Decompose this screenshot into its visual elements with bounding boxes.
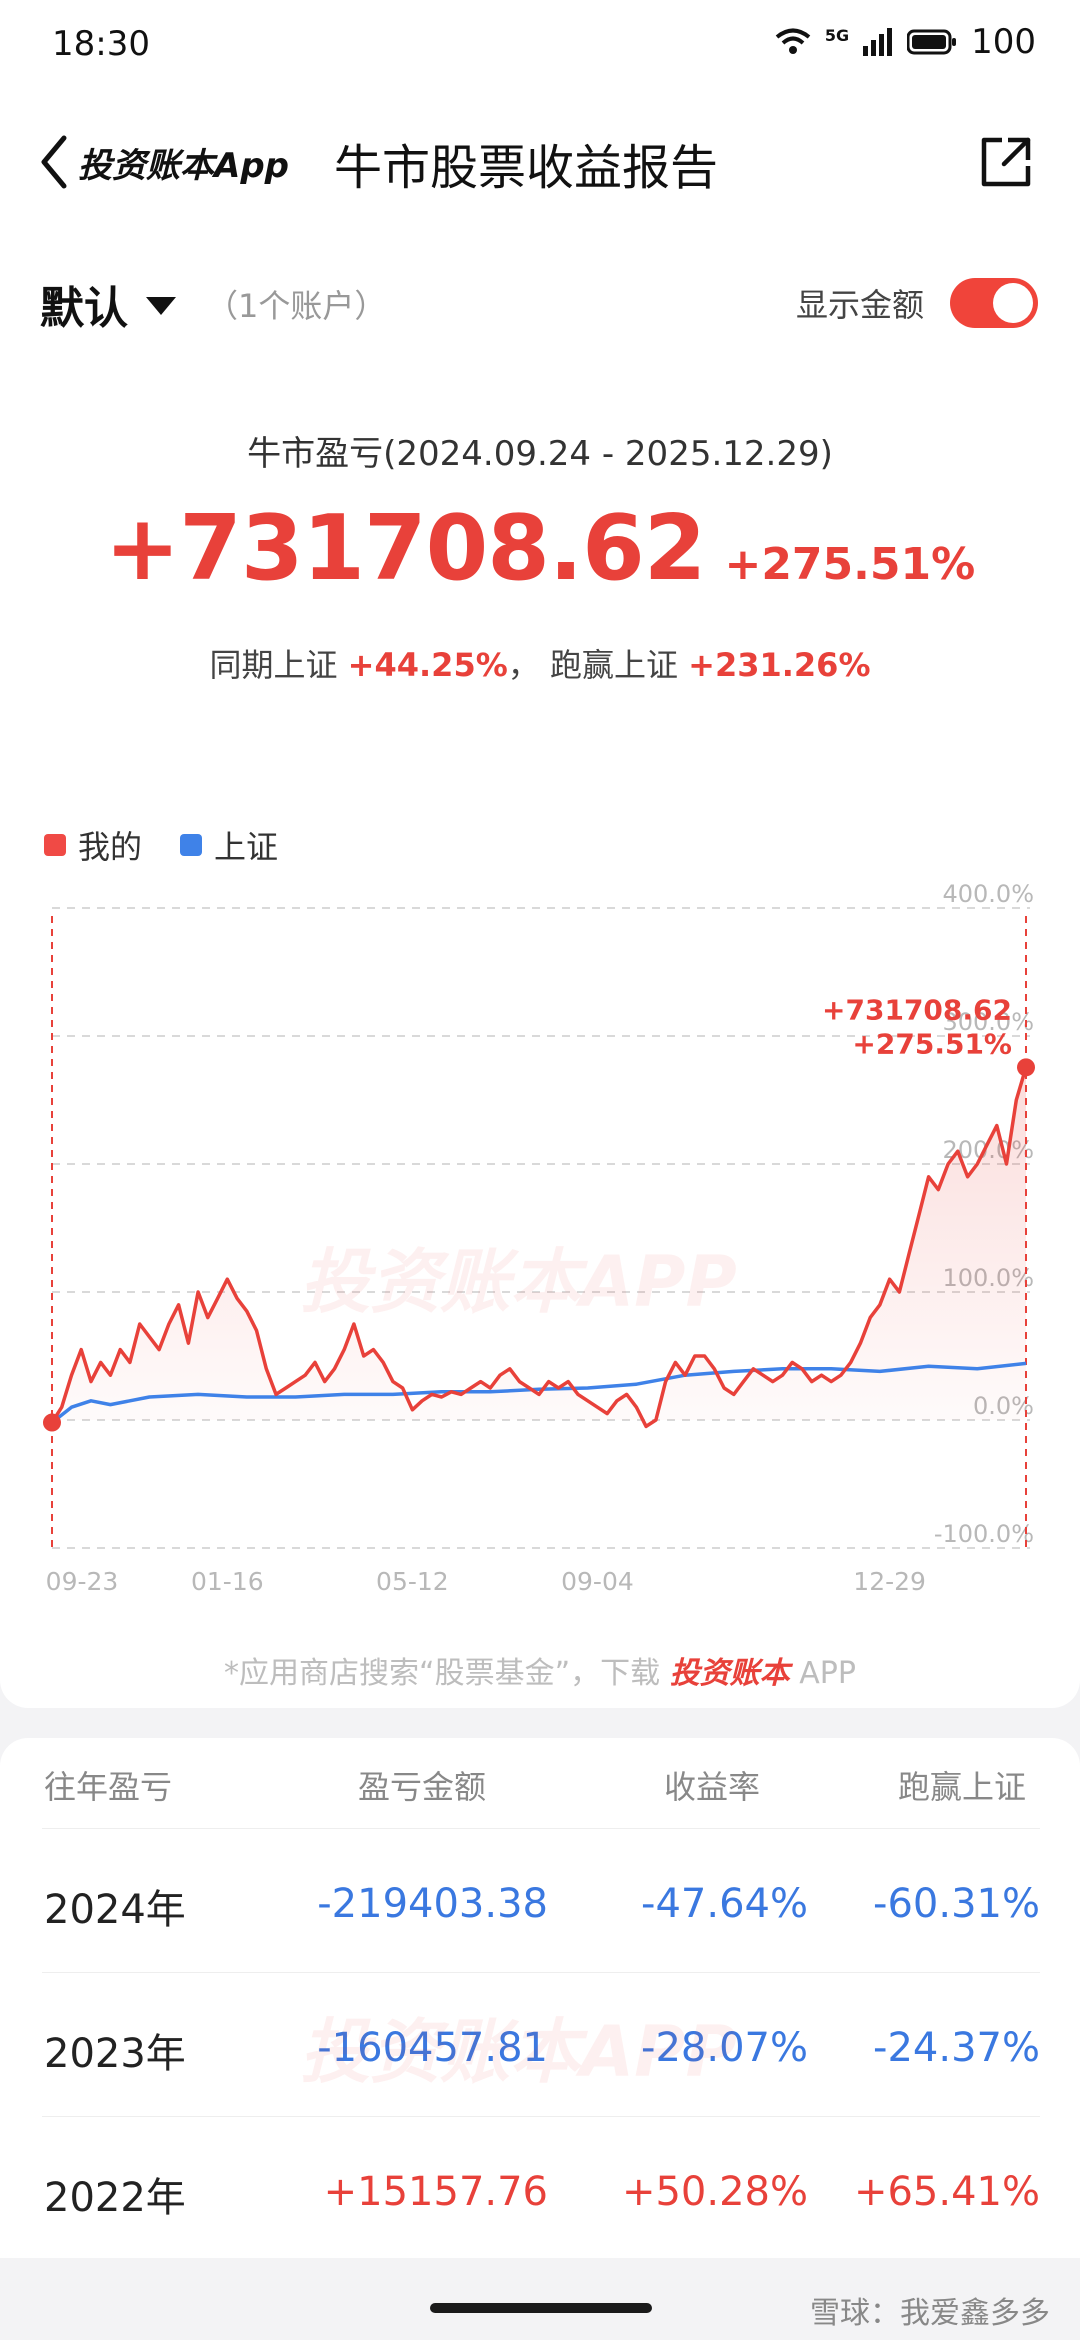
table-row[interactable]: 2023年 -160457.81 -28.07% -24.37% [42,1972,1040,2117]
footnote-brand: 投资账本 [669,1656,790,1691]
show-amount-label: 显示金额 [795,286,924,324]
summary-percent: +275.51% [724,539,976,590]
legend-swatch-index [180,834,203,856]
show-amount-toggle[interactable] [950,278,1038,328]
caret-down-icon [146,297,176,315]
profit-chart[interactable]: 400.0%300.0%200.0%100.0%0.0%-100.0%09-23… [0,880,1080,1620]
y-tick-label: -100.0% [934,1520,1034,1548]
row-beat: -24.37% [873,2025,1040,2071]
report-card [0,0,1080,1708]
row-year: 2022年 [44,2175,186,2221]
status-time: 18:30 [52,24,150,64]
legend-swatch-mine [44,834,66,856]
summary-total: +731708.62 +275.51% [0,496,1080,601]
nav-bar: 投资账本App 牛市股票收益报告 [0,120,1080,204]
toggle-knob [993,283,1033,323]
compare-label: 同期上证 [209,646,338,684]
end-label-amount: +731708.62 [822,993,1012,1026]
series-line-mine [50,1066,1028,1429]
table-row[interactable]: 2024年 -219403.38 -47.64% -60.31% [42,1828,1040,1973]
signal-icon [863,28,893,56]
footnote-suffix: APP [789,1656,856,1691]
footnote-prefix: *应用商店搜索“股票基金”，下载 [224,1656,661,1691]
battery-level: 100 [971,22,1036,62]
y-tick-label: 400.0% [942,880,1034,908]
table-row[interactable]: 2022年 +15157.76 +50.28% +65.41% [42,2116,1040,2261]
header-amount: 盈亏金额 [358,1768,487,1806]
row-beat: -60.31% [873,1881,1040,1927]
summary-period: 牛市盈亏(2024.09.24 - 2025.12.29) [247,434,833,474]
x-tick-label: 09-23 [46,1567,119,1596]
battery-icon [907,29,957,55]
row-amount: -160457.81 [317,2025,548,2071]
row-amount: +15157.76 [323,2169,548,2215]
row-rate: -28.07% [641,2025,808,2071]
wifi-icon [775,28,811,54]
yearly-table [0,1738,1080,2258]
back-app-name[interactable]: 投资账本App [78,146,289,186]
status-bar: 18:30 5G 100 [0,0,1080,92]
start-point [43,1413,61,1432]
footnote: *应用商店搜索“股票基金”，下载 投资账本 APP [0,1648,1080,1692]
y-tick-label: 300.0% [942,1008,1034,1036]
header-beat: 跑赢上证 [898,1768,1027,1806]
network-label: 5G [824,25,850,45]
beat-value: +231.26% [688,646,871,684]
row-beat: +65.41% [853,2169,1040,2215]
header-rate: 收益率 [664,1768,761,1806]
back-icon[interactable] [36,132,72,192]
legend-item-mine: 我的 [44,822,142,868]
summary-amount: +731708.62 [104,496,707,601]
x-tick-label: 09-04 [561,1567,634,1596]
account-selector[interactable]: 默认 （1个账户） [40,272,386,336]
summary-compare: 同期上证 +44.25%， 跑赢上证 +231.26% [0,640,1080,686]
series-area-mine [52,1067,1026,1427]
end-point [1017,1058,1035,1077]
table-watermark: 投资账本APP [300,2011,737,2093]
row-year: 2024年 [44,1887,186,1933]
x-tick-label: 01-16 [191,1567,264,1596]
home-indicator[interactable] [430,2303,652,2313]
account-count: （1个账户） [206,287,387,325]
chart-watermark: 投资账本APP [300,1241,737,1323]
end-label-percent: +275.51% [852,1027,1012,1060]
chart-legend: 我的 上证 [44,822,316,868]
x-tick-label: 12-29 [853,1567,926,1596]
compare-value: +44.25% [347,646,508,684]
beat-label: 跑赢上证 [549,646,678,684]
legend-label-mine: 我的 [78,828,143,866]
series-line-index [50,1361,1027,1424]
page-title: 牛市股票收益报告 [334,140,719,196]
source-credit: 雪球：我爱鑫多多 [810,2296,1050,2331]
share-icon[interactable] [978,134,1034,190]
row-year: 2023年 [44,2031,186,2077]
x-tick-label: 05-12 [376,1567,449,1596]
row-rate: +50.28% [621,2169,808,2215]
account-name: 默认 [40,283,128,334]
legend-item-index: 上证 [180,822,278,868]
row-rate: -47.64% [641,1881,808,1927]
compare-separator: ， [507,646,540,684]
row-amount: -219403.38 [317,1881,548,1927]
legend-label-index: 上证 [214,828,279,866]
header-year: 往年盈亏 [44,1768,173,1806]
